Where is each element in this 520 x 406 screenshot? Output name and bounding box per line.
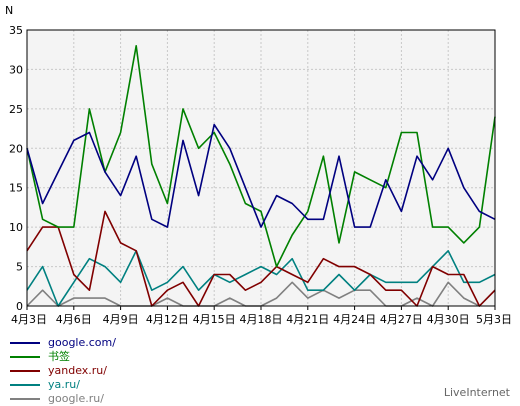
y-tick-label: 15 — [9, 182, 23, 195]
x-tick-label: 4月27日 — [380, 313, 423, 326]
legend-swatch — [10, 342, 40, 344]
plot-border — [26, 29, 496, 307]
y-tick-label: 30 — [9, 63, 23, 76]
legend-item: 书签 — [10, 350, 210, 364]
x-tick-label: 4月24日 — [333, 313, 376, 326]
y-tick-label: 25 — [9, 103, 23, 116]
legend-label: ya.ru/ — [48, 378, 80, 391]
x-tick-label: 5月3日 — [476, 313, 512, 326]
x-tick-label: 4月15日 — [193, 313, 236, 326]
brand-label: LiveInternet — [443, 386, 510, 399]
legend-swatch — [10, 398, 40, 400]
x-tick-labels: 4月3日 4月6日 4月9日 4月12日 4月15日 4月18日 4月21日 4月24日 4月2… — [11, 313, 512, 326]
series-line-ya-ru — [26, 250, 496, 307]
legend-swatch — [10, 356, 40, 358]
legend-label: google.ru/ — [48, 392, 104, 405]
legend-label: 书签 — [48, 350, 70, 363]
legend: google.com/书签 yandex.ru/ya.ru/google.ru/ — [10, 336, 210, 406]
x-tick-label: 4月18日 — [240, 313, 283, 326]
legend-item: yandex.ru/ — [10, 364, 210, 378]
legend-swatch — [10, 384, 40, 386]
series-line-google-com — [26, 123, 496, 228]
y-tick-label: 0 — [16, 300, 23, 313]
x-tick-label: 4月21日 — [286, 313, 329, 326]
x-tick-label: 4月6日 — [56, 313, 92, 326]
y-tick-label: 10 — [9, 221, 23, 234]
legend-item: google.ru/ — [10, 392, 210, 406]
legend-item: ya.ru/ — [10, 378, 210, 392]
y-tick-label: 5 — [16, 261, 23, 274]
x-tick-label: 4月30日 — [427, 313, 470, 326]
legend-swatch — [10, 370, 40, 372]
x-tick-label: 4月12日 — [146, 313, 189, 326]
y-axis-label: N — [5, 4, 13, 17]
legend-item: google.com/ — [10, 336, 210, 350]
y-tick-label: 35 — [9, 24, 23, 37]
legend-label: google.com/ — [48, 336, 116, 349]
x-tick-label: 4月3日 — [11, 313, 47, 326]
x-tick-label: 4月9日 — [103, 313, 139, 326]
y-tick-labels: 0 5 10 15 20 25 30 35 — [9, 24, 23, 313]
y-tick-label: 20 — [9, 142, 23, 155]
legend-label: yandex.ru/ — [48, 364, 107, 377]
